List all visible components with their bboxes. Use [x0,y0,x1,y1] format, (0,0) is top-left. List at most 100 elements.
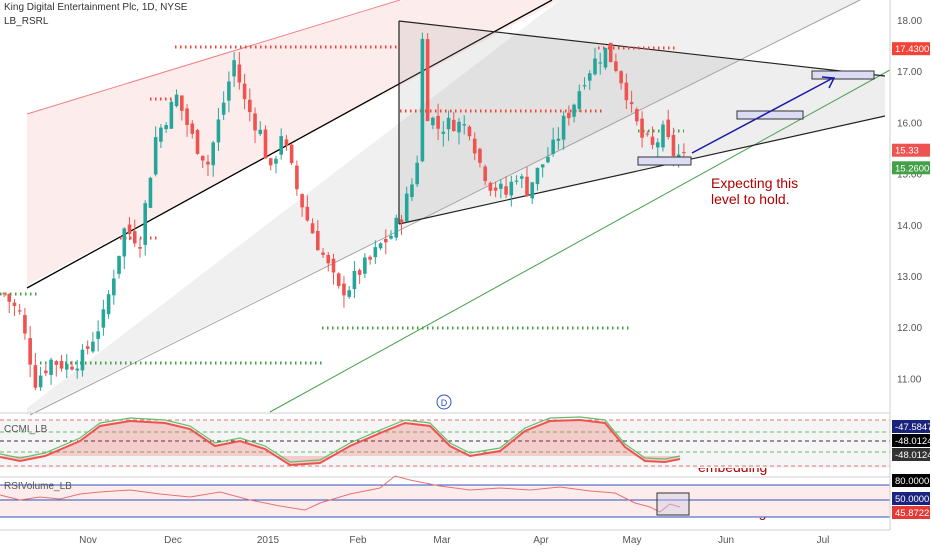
candle-body-32 [169,101,174,129]
candle-body-123 [645,133,650,135]
candle-body-98 [514,180,519,182]
volume-divergence-box [656,492,690,516]
candle-body-69 [363,257,367,274]
price-label-bg-0 [892,42,930,56]
x-tick-8: Jul [817,535,830,546]
triangle-bottom-line [398,115,886,225]
ccmi-line-red [0,418,681,467]
lower-channel-line [29,0,861,416]
annotation-hold-level: Expecting this level to hold. [711,175,798,207]
candle-body-34 [180,95,184,111]
candle-body-85 [446,117,451,130]
candle-body-54 [284,139,289,146]
candle-body-128 [671,134,676,156]
candle-body-79 [415,162,419,185]
candle-body-81 [425,39,430,122]
candle-body-12 [64,363,69,370]
candle-body-74 [389,235,393,239]
readout-5: 45.8722 [895,508,929,519]
candle-body-93 [488,182,493,191]
x-tick-5: Apr [533,535,549,546]
candle-body-38 [200,155,205,161]
x-tick-6: May [623,535,642,546]
price-label-2: 15.2600 [895,163,929,174]
candle-body-3 [17,310,22,312]
y-tick-6: 12.00 [897,323,922,334]
candle-body-42 [221,102,226,115]
candle-body-106 [556,138,561,141]
candle-body-116 [608,42,613,63]
candle-body-94 [493,187,498,191]
candle-body-107 [561,115,566,140]
candle-body-110 [577,91,582,109]
candle-body-72 [378,243,383,249]
y-tick-7: 11.00 [897,374,922,385]
upper-channel-top-line [26,0,401,115]
candle-body-37 [195,129,200,154]
projection-arrow [691,77,834,154]
dividend-marker[interactable] [436,394,452,410]
candle-body-2 [12,302,17,306]
candle-body-46 [242,83,247,100]
candle-body-41 [216,119,221,143]
candle-body-35 [185,108,189,125]
candle-body-24 [127,224,132,235]
candle-body-21 [112,278,116,296]
candle-body-4 [23,315,27,334]
candle-body-66 [347,290,351,297]
candle-body-68 [357,270,362,275]
candle-body-22 [117,255,121,274]
candle-body-64 [336,273,341,286]
support-zone-box [637,156,692,166]
candle-body-49 [258,129,263,134]
readout-0: -47.5847 [895,422,932,433]
y-tick-1: 17.00 [897,67,922,78]
candle-body-77 [404,193,409,222]
price-label-bg-2 [892,161,930,175]
candle-body-104 [546,156,550,163]
rsivolume-line [0,475,681,513]
candle-body-90 [472,138,477,154]
x-tick-0: Nov [79,535,97,546]
candle-body-52 [274,158,278,164]
candle-body-78 [410,184,414,198]
candle-body-129 [676,154,681,158]
candle-body-118 [619,71,623,84]
x-tick-4: Mar [433,535,451,546]
candle-body-111 [582,85,587,87]
candle-body-9 [49,359,53,375]
candle-body-8 [44,370,48,374]
price-label-1: 15.33 [895,146,919,157]
y-tick-0: 18.00 [897,16,922,27]
candle-body-122 [640,118,644,138]
readout-bg-3 [892,474,930,487]
readout-bg-1 [892,434,930,447]
candle-body-0 [2,293,6,295]
y-tick-4: 14.00 [897,221,922,232]
candle-body-14 [75,368,80,371]
candle-body-57 [300,194,304,208]
readout-3: 80.0000 [895,476,929,487]
ccmi-fill [0,419,680,464]
readout-4: 50.0000 [895,494,929,505]
candle-body-5 [28,338,32,365]
candle-body-48 [253,113,257,131]
candle-body-125 [655,142,660,148]
candle-body-55 [289,144,294,164]
x-tick-3: Feb [349,535,367,546]
price-labels: 17.4300 15.33 15.2600 [892,42,930,175]
y-tick-5: 13.00 [897,272,922,283]
y-tick-2: 16.00 [897,118,922,129]
candle-body-102 [535,167,540,185]
candle-body-76 [399,219,404,223]
candle-body-126 [661,124,665,148]
rsivolume-band [0,485,890,517]
readout-bg-5 [892,506,930,519]
candle-body-18 [96,331,100,339]
candle-body-120 [629,102,634,105]
candle-body-58 [305,206,310,221]
candle-body-103 [540,164,545,168]
candle-body-108 [567,112,571,119]
